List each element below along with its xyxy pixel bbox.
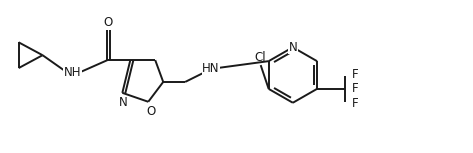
Text: Cl: Cl	[255, 51, 266, 64]
Text: F: F	[351, 67, 358, 80]
Text: NH: NH	[64, 65, 81, 78]
Text: O: O	[147, 105, 156, 118]
Text: O: O	[104, 16, 113, 29]
Text: HN: HN	[202, 62, 220, 75]
Text: F: F	[351, 82, 358, 95]
Text: N: N	[119, 96, 128, 109]
Text: N: N	[289, 41, 297, 54]
Text: F: F	[351, 97, 358, 110]
